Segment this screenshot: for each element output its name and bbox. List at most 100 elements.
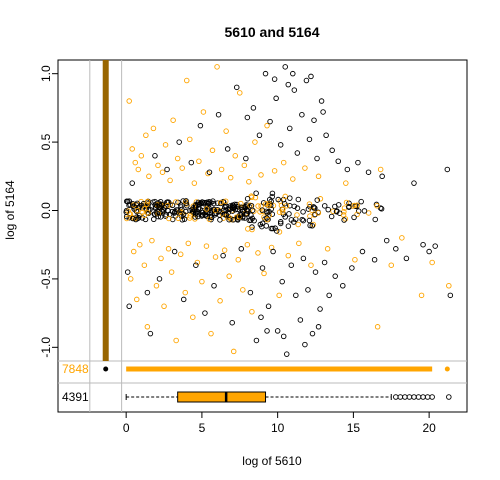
scatter-point: [426, 248, 432, 255]
scatter-point: [293, 292, 299, 299]
band-point: [140, 200, 147, 207]
band-point: [340, 212, 347, 218]
scatter-point: [294, 150, 301, 156]
band-point: [229, 208, 236, 214]
scatter-point: [226, 273, 232, 279]
scatter-point: [349, 265, 355, 271]
y-tick-label: -0.5: [39, 268, 53, 289]
scatter-point: [224, 146, 231, 152]
scatter-point: [329, 147, 335, 154]
scatter-point: [285, 252, 292, 259]
scatter-point: [212, 254, 219, 260]
scatter-point: [273, 95, 279, 102]
band-point: [299, 216, 305, 223]
scatter-point: [229, 319, 235, 326]
scatter-point: [138, 153, 145, 159]
scatter-point: [420, 241, 426, 248]
scatter-point: [144, 289, 151, 296]
band-point: [183, 198, 189, 204]
band-point: [211, 200, 217, 207]
band-point: [132, 215, 138, 222]
scatter-point: [267, 118, 273, 125]
marginal-row-zero-point: [103, 366, 109, 372]
band-point: [269, 190, 276, 197]
scatter-point: [303, 77, 310, 84]
band-point: [123, 209, 129, 215]
band-point: [267, 202, 274, 209]
scatter-point: [152, 153, 158, 159]
band-point: [276, 209, 283, 215]
scatter-point: [232, 153, 238, 159]
band-point: [273, 228, 280, 234]
scatter-point: [153, 283, 160, 289]
band-point: [249, 207, 256, 214]
scatter-point: [235, 257, 242, 263]
band-point: [315, 210, 322, 216]
band-point: [361, 208, 368, 214]
band-point: [300, 209, 306, 215]
band-point: [265, 202, 272, 209]
scatter-point: [217, 298, 223, 304]
scatter-point: [144, 324, 151, 330]
band-point: [134, 207, 141, 214]
band-point: [179, 206, 185, 213]
band-point: [269, 211, 276, 217]
scatter-point: [126, 98, 132, 104]
band-point: [309, 223, 315, 229]
scatter-point: [309, 330, 316, 337]
scatter-point: [247, 289, 254, 296]
scatter-point: [141, 262, 148, 268]
boxplot-box: [177, 391, 267, 403]
band-point: [358, 198, 364, 205]
band-point: [365, 210, 372, 216]
scatter-point: [261, 270, 267, 277]
band-point: [295, 221, 301, 228]
band-point: [230, 202, 237, 209]
band-point: [346, 203, 352, 210]
scatter-point: [215, 111, 222, 118]
scatter-point: [185, 240, 192, 247]
band-point: [173, 199, 179, 205]
scatter-point: [277, 142, 284, 148]
band-point: [218, 199, 224, 206]
scatter-point: [230, 348, 237, 355]
scatter-point: [270, 248, 276, 255]
band-point: [374, 203, 380, 209]
band-point: [154, 211, 161, 217]
band-point: [192, 204, 199, 211]
scatter-point: [429, 259, 435, 266]
scatter-point: [150, 125, 157, 132]
scatter-point: [159, 169, 166, 175]
scatter-point: [196, 158, 202, 164]
scatter-point: [208, 330, 214, 337]
band-point: [248, 193, 255, 199]
scatter-point: [299, 111, 305, 118]
scatter-point: [209, 147, 216, 154]
band-point: [151, 216, 157, 223]
scatter-point: [280, 159, 287, 166]
scatter-point: [191, 180, 198, 186]
band-point: [287, 202, 293, 209]
marginal-row-outlier: [444, 366, 450, 372]
scatter-point: [365, 169, 372, 175]
scatter-point: [279, 278, 285, 285]
scatter-point: [314, 155, 320, 162]
boxplot-outlier: [397, 394, 404, 400]
scatter-point: [187, 136, 193, 143]
scatter-point: [444, 166, 451, 173]
scatter-point: [162, 142, 169, 148]
band-point: [255, 203, 261, 209]
band-point: [144, 201, 150, 208]
scatter-point: [206, 169, 213, 175]
scatter-point: [243, 155, 249, 162]
scatter-point: [326, 292, 332, 299]
band-point: [141, 212, 147, 219]
band-point: [306, 217, 313, 224]
plot-frame: [57, 59, 468, 413]
band-point: [156, 204, 162, 211]
x-tick-label: 20: [422, 421, 436, 435]
boxplot-outlier: [415, 394, 422, 400]
band-point: [246, 217, 253, 224]
band-point: [281, 200, 288, 207]
scatter-point: [432, 243, 438, 249]
